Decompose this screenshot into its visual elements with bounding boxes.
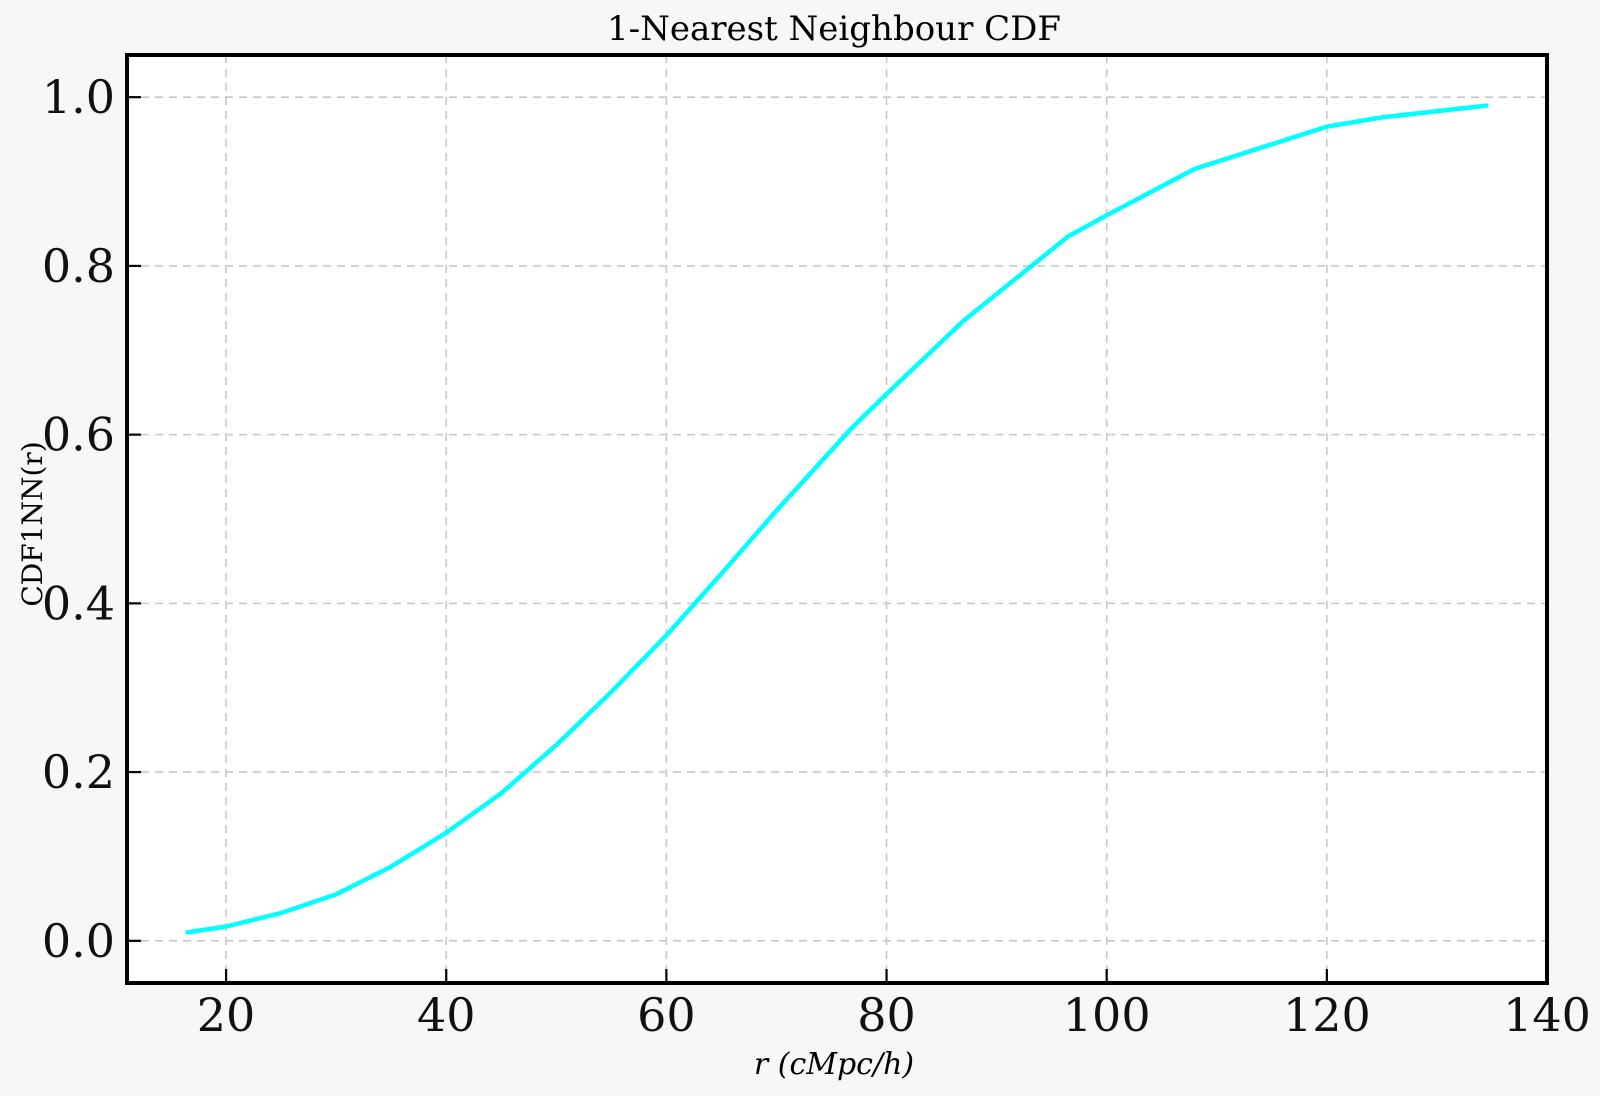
y-tick-label: 0.2	[42, 745, 115, 799]
x-tick-label: 80	[857, 988, 916, 1042]
x-tick-label: 100	[1063, 988, 1151, 1042]
y-tick-label: 0.0	[42, 914, 115, 968]
series-layer	[185, 103, 1489, 935]
x-tick-label: 120	[1283, 988, 1371, 1042]
x-axis-label: r (cMpc/h)	[754, 1047, 914, 1082]
plot-frame	[125, 53, 1549, 985]
y-tick-label: 0.4	[42, 576, 115, 630]
grid	[127, 55, 1547, 983]
series-line	[185, 103, 1489, 935]
x-tick-label: 40	[417, 988, 476, 1042]
tick-labels: 20 40 60 80 100 120 140 0.0 0.2 0.4 0.6 0.8 1.0	[42, 70, 1591, 1042]
y-tick-label: 0.6	[42, 408, 115, 462]
x-tick-label: 60	[637, 988, 696, 1042]
x-tick-label: 140	[1503, 988, 1591, 1042]
y-axis-label: CDF1NN(r)	[16, 441, 49, 606]
y-tick-label: 0.8	[42, 239, 115, 293]
chart-title: 1-Nearest Neighbour CDF	[607, 9, 1061, 49]
y-tick-label: 1.0	[42, 70, 115, 124]
ticks	[127, 96, 1549, 983]
plot-area	[125, 53, 1549, 985]
x-tick-label: 20	[197, 988, 256, 1042]
